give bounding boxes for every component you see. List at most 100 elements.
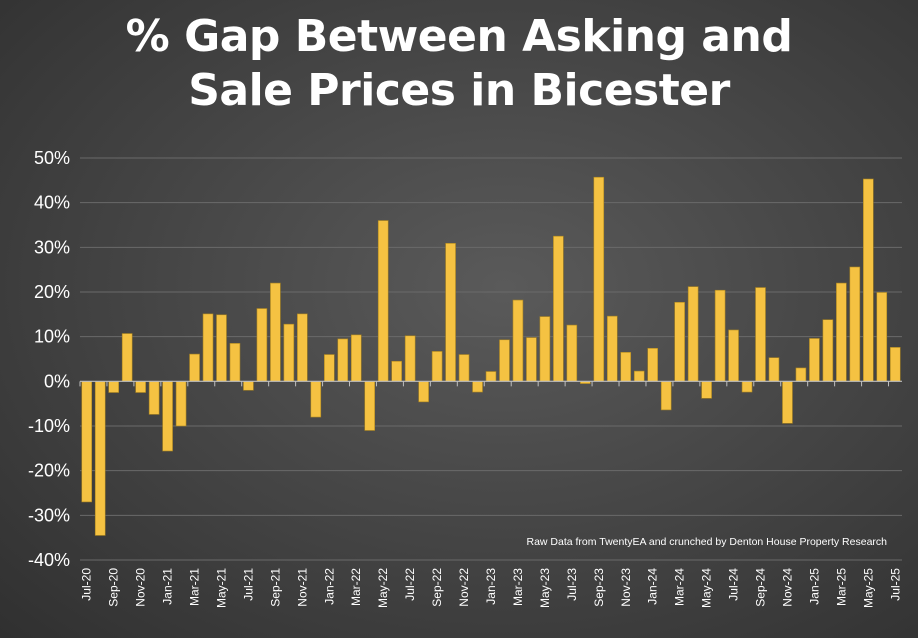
x-tick-label: Jan-25 xyxy=(807,568,821,605)
bar-Aug-20 xyxy=(94,381,106,536)
bar-May-22 xyxy=(377,220,389,382)
x-tick-label: Sep-24 xyxy=(754,568,768,607)
bar-Jan-25 xyxy=(809,338,820,382)
x-tick-label: Mar-21 xyxy=(188,568,202,606)
bar-Sep-21 xyxy=(270,282,281,382)
x-tick-label: Mar-25 xyxy=(834,568,848,606)
bar-Dec-22 xyxy=(472,381,483,393)
bar-May-21 xyxy=(216,314,227,382)
bar-Sep-20 xyxy=(108,381,119,393)
x-tick-label: Jul-20 xyxy=(80,568,94,601)
bar-Jan-22 xyxy=(324,354,335,382)
chart-title-line-2: Sale Prices in Bicester xyxy=(188,65,730,116)
x-tick-label: Nov-21 xyxy=(295,568,309,607)
y-tick-label: 40% xyxy=(34,193,70,213)
y-tick-label: -20% xyxy=(28,461,70,481)
x-tick-label: Mar-24 xyxy=(673,568,687,606)
bar-Feb-22 xyxy=(337,338,349,382)
bar-Feb-24 xyxy=(660,381,672,411)
bar-Jun-25 xyxy=(876,292,888,382)
x-tick-label: Sep-21 xyxy=(268,568,282,607)
y-tick-label: 0% xyxy=(44,371,70,391)
bar-Sep-24 xyxy=(755,287,766,382)
bar-Apr-23 xyxy=(526,337,537,382)
bar-Oct-21 xyxy=(283,323,295,382)
bar-Mar-23 xyxy=(512,299,524,382)
x-tick-label: Nov-24 xyxy=(780,568,794,607)
bar-Aug-22 xyxy=(418,381,429,403)
y-tick-label: -40% xyxy=(28,550,70,570)
bar-Jun-21 xyxy=(229,343,241,382)
bar-Jul-23 xyxy=(566,324,578,382)
bar-Jul-24 xyxy=(728,329,739,382)
bar-Dec-24 xyxy=(795,367,807,382)
bar-Sep-22 xyxy=(431,351,443,382)
x-tick-label: May-21 xyxy=(214,568,228,608)
x-tick-label: Jan-23 xyxy=(484,568,498,605)
x-tick-label: Nov-22 xyxy=(457,568,471,607)
bar-Mar-24 xyxy=(674,301,685,382)
bar-Apr-22 xyxy=(364,381,376,431)
bar-Mar-21 xyxy=(189,353,200,382)
x-tick-label: May-24 xyxy=(700,568,714,608)
x-tick-label: Jan-24 xyxy=(646,568,660,605)
y-tick-label: 50% xyxy=(34,148,70,168)
bar-Jan-21 xyxy=(162,381,173,452)
bar-May-24 xyxy=(701,381,712,399)
y-tick-label: 20% xyxy=(34,282,70,302)
bar-Jun-23 xyxy=(553,235,564,382)
bar-Oct-22 xyxy=(445,243,456,382)
x-tick-label: Nov-20 xyxy=(134,568,148,607)
chart-title: % Gap Between Asking and Sale Prices in … xyxy=(0,10,918,118)
x-tick-label: Mar-22 xyxy=(349,568,363,606)
x-tick-label: May-25 xyxy=(861,568,875,608)
bar-Jun-22 xyxy=(391,360,402,382)
bar-Dec-23 xyxy=(633,370,645,382)
x-tick-label: Sep-20 xyxy=(107,568,121,607)
bar-Nov-20 xyxy=(135,381,146,393)
bar-Apr-24 xyxy=(687,286,699,382)
bar-Feb-25 xyxy=(822,319,834,382)
x-tick-label: Nov-23 xyxy=(619,568,633,607)
source-annotation: Raw Data from TwentyEA and crunched by D… xyxy=(527,536,888,548)
bar-Apr-25 xyxy=(849,266,861,382)
y-tick-label: -10% xyxy=(28,416,70,436)
bar-Oct-20 xyxy=(121,333,133,382)
x-tick-label: Sep-23 xyxy=(592,568,606,607)
x-tick-label: Jul-24 xyxy=(727,568,741,601)
bar-Oct-23 xyxy=(606,315,618,382)
bar-Feb-21 xyxy=(175,381,187,427)
bar-Jul-22 xyxy=(404,335,416,382)
bar-Jun-24 xyxy=(714,289,726,382)
x-tick-label: Jan-22 xyxy=(322,568,336,605)
bar-Nov-23 xyxy=(620,351,632,382)
bar-Mar-22 xyxy=(350,334,362,382)
bar-Sep-23 xyxy=(593,176,605,382)
bar-Dec-21 xyxy=(310,381,322,418)
x-tick-label: May-23 xyxy=(538,568,552,608)
bar-Jul-25 xyxy=(889,347,901,382)
x-tick-label: Jul-22 xyxy=(403,568,417,601)
bar-Nov-22 xyxy=(458,354,470,382)
y-tick-label: 10% xyxy=(34,327,70,347)
bar-Dec-20 xyxy=(148,381,160,415)
bar-Feb-23 xyxy=(499,339,510,382)
y-tick-label: 30% xyxy=(34,237,70,257)
bar-Aug-21 xyxy=(256,308,268,382)
bar-Mar-25 xyxy=(836,282,847,382)
x-tick-label: Jul-25 xyxy=(888,568,902,601)
x-tick-label: Jul-23 xyxy=(565,568,579,601)
y-tick-label: -30% xyxy=(28,505,70,525)
x-tick-label: Sep-22 xyxy=(430,568,444,607)
bar-Jan-23 xyxy=(485,371,497,382)
bar-Oct-24 xyxy=(768,357,780,382)
bar-Jul-21 xyxy=(243,381,254,391)
x-tick-label: Jan-21 xyxy=(161,568,175,605)
bar-Nov-21 xyxy=(297,313,308,382)
bar-Apr-21 xyxy=(202,313,214,382)
x-tick-label: Jul-21 xyxy=(241,568,255,601)
bar-Aug-24 xyxy=(741,381,753,393)
bar-May-23 xyxy=(539,316,551,382)
chart-title-line-1: % Gap Between Asking and xyxy=(125,11,793,62)
